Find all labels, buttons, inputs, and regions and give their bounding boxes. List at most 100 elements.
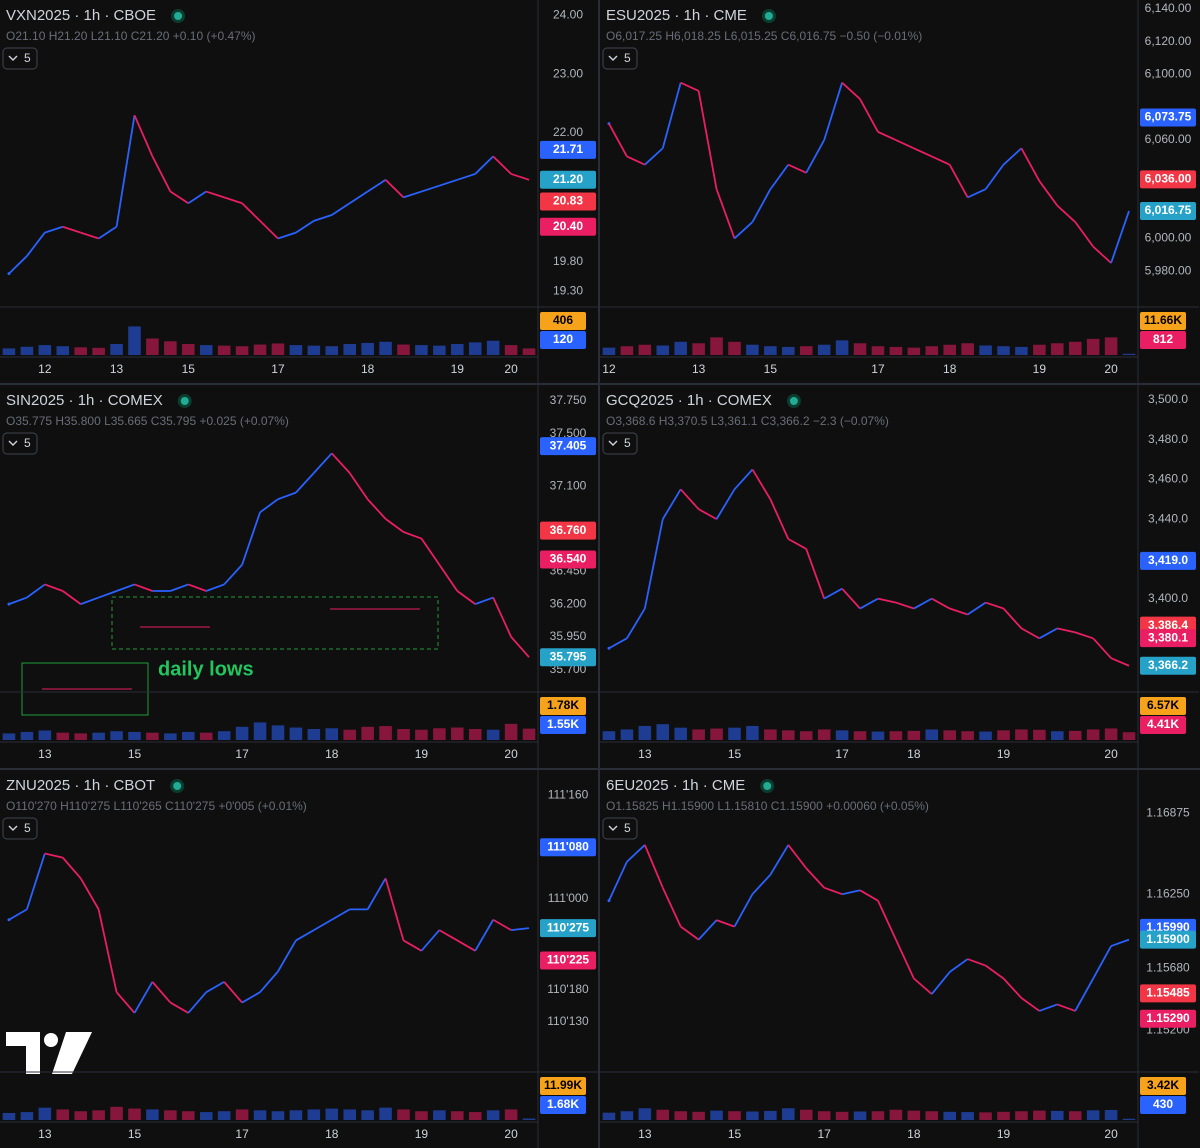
price-tag — [540, 550, 596, 569]
x-tick-label: 17 — [235, 747, 249, 761]
y-tick-label: 23.00 — [553, 66, 583, 80]
volume-bar — [253, 1110, 267, 1120]
volume-tag-label: 6.57K — [1147, 698, 1179, 712]
price-segment — [133, 114, 154, 157]
volume-bar — [182, 344, 195, 355]
volume-bar — [415, 1111, 428, 1120]
volume-bar — [289, 345, 303, 355]
x-tick-label: 19 — [997, 747, 1011, 761]
volume-bar — [907, 730, 921, 740]
price-segment — [1110, 938, 1130, 947]
volume-bar — [728, 1111, 741, 1120]
price-segment — [1057, 627, 1076, 634]
volume-bar — [1104, 728, 1118, 740]
volume-bar — [271, 1111, 285, 1120]
volume-bar — [433, 1110, 446, 1120]
volume-bar — [451, 1111, 464, 1120]
tradingview-logo — [6, 1032, 92, 1074]
volume-bar — [56, 732, 70, 740]
volume-bar — [925, 1111, 939, 1120]
price-tag — [540, 919, 596, 938]
volume-bar — [504, 1109, 518, 1120]
y-tick-label: 6,140.00 — [1145, 1, 1192, 15]
x-tick-label: 18 — [907, 747, 921, 761]
volume-bar — [74, 347, 87, 355]
volume-bar — [799, 346, 813, 355]
volume-tag-label: 430 — [1153, 1097, 1173, 1111]
price-segment — [769, 164, 790, 190]
y-tick-label: 37.500 — [550, 426, 587, 440]
volume-bar — [620, 1111, 634, 1120]
volume-bar — [656, 724, 670, 740]
price-tag-label: 36.540 — [550, 552, 587, 566]
volume-bar — [38, 1107, 52, 1120]
volume-bar — [961, 731, 974, 740]
y-tick-label: 19.80 — [553, 254, 583, 268]
price-segment — [115, 115, 136, 227]
x-tick-label: 19 — [415, 747, 429, 761]
price-segment — [697, 919, 718, 941]
price-tag — [1140, 1009, 1196, 1028]
symbol-title: SIN2025 · 1h · COMEX — [6, 392, 163, 409]
x-tick-label: 17 — [817, 1127, 831, 1141]
volume-bar — [199, 1112, 213, 1120]
price-segment — [187, 991, 207, 1014]
price-segment — [931, 971, 951, 995]
volume-bar — [217, 1111, 231, 1120]
price-segment — [259, 498, 279, 514]
price-segment — [1074, 978, 1094, 1012]
price-segment — [133, 981, 154, 1014]
price-segment — [241, 202, 261, 222]
volume-bar — [182, 1111, 195, 1120]
volume-bar — [1015, 1111, 1028, 1120]
volume-bar — [817, 729, 831, 740]
price-segment — [223, 981, 243, 1004]
indicator-toggle — [2, 817, 38, 840]
indicator-toggle — [602, 47, 638, 70]
volume-bar — [692, 343, 705, 355]
price-segment — [661, 82, 682, 149]
volume-bar — [379, 726, 392, 740]
volume-bar — [728, 727, 741, 740]
price-segment — [644, 147, 664, 166]
volume-bar — [835, 340, 849, 355]
volume-bar — [997, 730, 1010, 740]
symbol-title: ESU2025 · 1h · CME — [606, 7, 747, 24]
volume-bar — [199, 345, 213, 355]
price-segment — [367, 179, 387, 193]
volume-bar — [1122, 1118, 1136, 1120]
volume-bar — [710, 337, 723, 355]
volume-bar — [361, 342, 374, 355]
y-tick-label: 110'130 — [547, 1014, 589, 1028]
volume-bar — [746, 344, 759, 355]
volume-bar — [979, 1112, 992, 1120]
volume-bar — [710, 728, 723, 740]
volume-bar — [871, 731, 885, 740]
volume-tag-label: 1.55K — [547, 717, 579, 731]
volume-bar — [289, 727, 303, 740]
price-segment — [62, 857, 82, 879]
price-segment — [626, 155, 646, 166]
price-segment — [985, 601, 1004, 610]
y-tick-label: 22.00 — [553, 125, 583, 139]
volume-bar — [361, 1110, 374, 1120]
price-segment — [403, 939, 422, 952]
indicator-count: 5 — [24, 821, 31, 835]
price-segment — [1092, 945, 1112, 979]
price-segment — [823, 587, 843, 600]
volume-bar — [853, 343, 867, 355]
price-segment — [1110, 657, 1130, 667]
price-segment — [187, 583, 207, 592]
volume-tag-label: 4.41K — [1147, 717, 1179, 731]
price-segment — [680, 488, 700, 510]
y-tick-label: 1.15680 — [1146, 960, 1190, 974]
volume-bar — [799, 1109, 813, 1120]
y-tick-label: 19.30 — [553, 283, 583, 297]
price-segment — [967, 958, 986, 967]
price-segment — [913, 147, 933, 158]
price-segment — [733, 468, 754, 490]
volume-bar — [20, 1112, 34, 1120]
volume-bar — [674, 341, 687, 355]
volume-bar — [235, 726, 249, 740]
price-tag — [540, 437, 596, 456]
